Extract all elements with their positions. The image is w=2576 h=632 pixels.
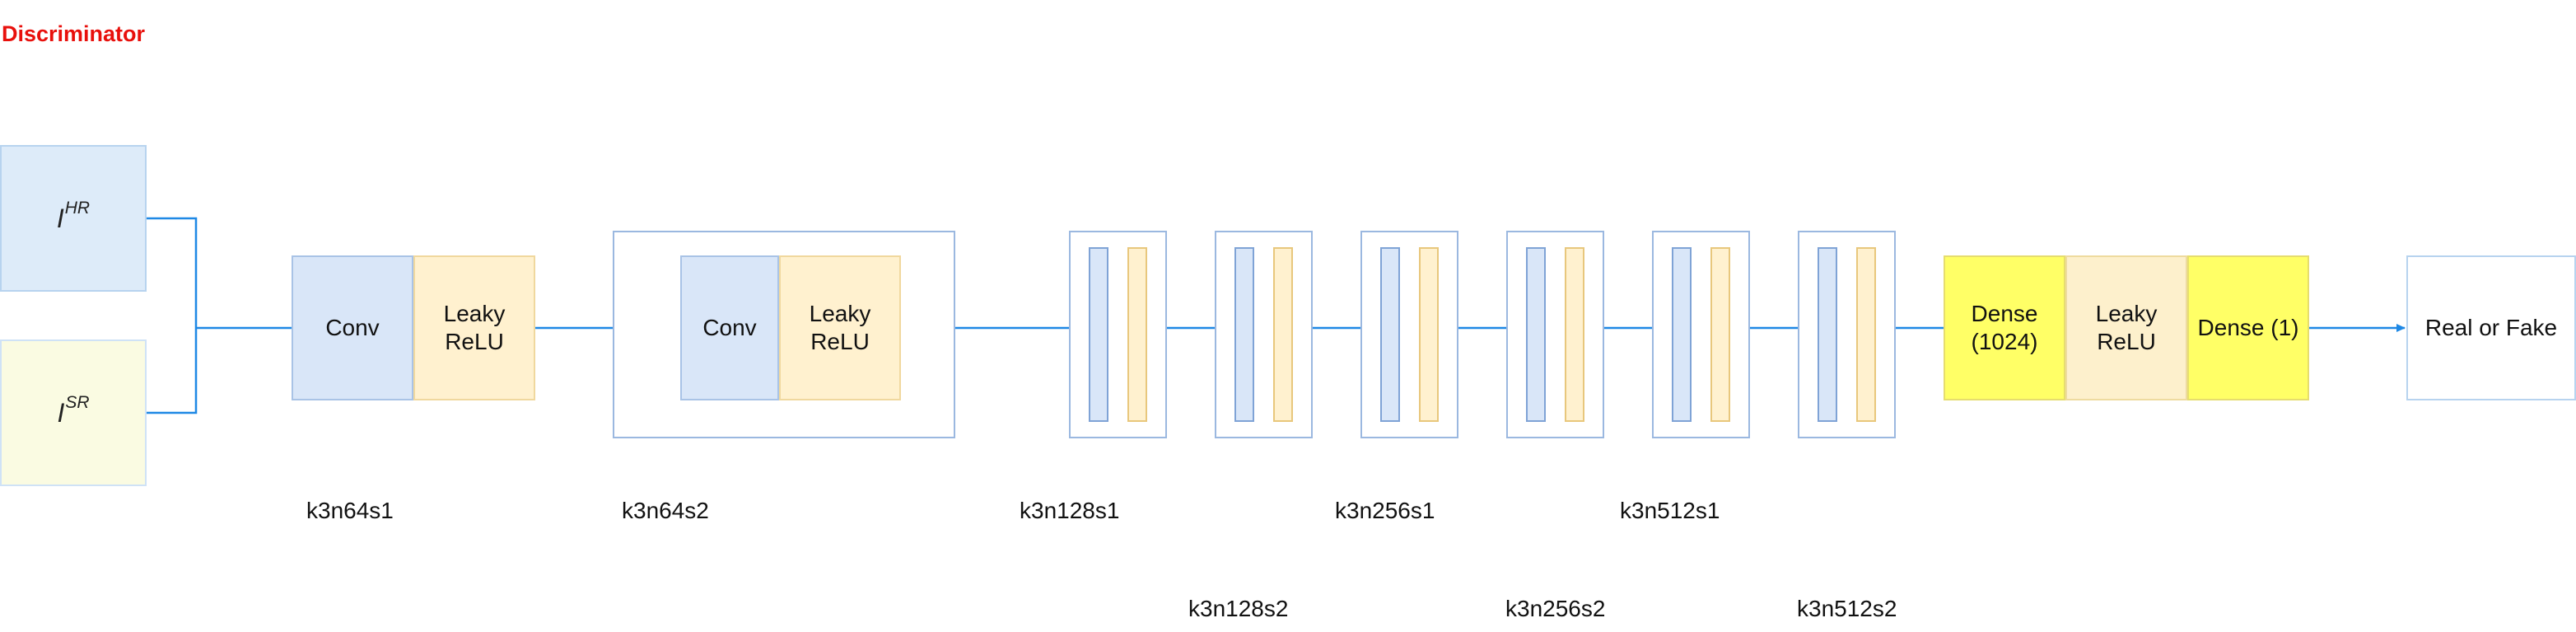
label-k3n256s1: k3n256s1 [1335,498,1435,523]
input-hr-sup: HR [64,199,91,218]
block-k3n128s1-conv-bar [1089,247,1108,422]
block-k3n256s2 [1506,231,1604,438]
block-k3n128s1 [1069,231,1167,438]
block-k3n512s2 [1798,231,1896,438]
block2-leaky-relu: Leaky ReLU [779,255,901,400]
block-k3n512s2-conv-bar [1818,247,1837,422]
diagram-title: Discriminator [2,21,146,46]
label-k3n256s2: k3n256s2 [1505,596,1606,621]
head-dense-1: Dense (1) [2187,255,2309,400]
label-k3n512s2: k3n512s2 [1797,596,1897,621]
head-leaky-relu: Leaky ReLU [2065,255,2187,400]
label-k3n64s2: k3n64s2 [622,498,709,523]
block-k3n128s2-conv-bar [1234,247,1254,422]
wire-sr-merge [147,328,198,414]
input-sr-base: I [57,397,65,428]
block-k3n512s1-conv-bar [1672,247,1692,422]
block-k3n128s2-bn-bar [1273,247,1293,422]
block-k3n128s1-bn-bar [1127,247,1147,422]
block1-leaky-relu: Leaky ReLU [413,255,535,400]
block-k3n512s1-bn-bar [1710,247,1730,422]
output-box: Real or Fake [2406,255,2576,400]
block-k3n256s2-bn-bar [1565,247,1584,422]
block-k3n128s2 [1215,231,1313,438]
input-hr-base: I [56,203,64,233]
label-k3n128s1: k3n128s1 [1020,498,1120,523]
block-k3n512s2-bn-bar [1856,247,1876,422]
head-dense-1024: Dense (1024) [1944,255,2065,400]
input-sr-sup: SR [65,393,90,412]
block-k3n256s1-conv-bar [1380,247,1400,422]
input-hr-box: I HR [0,145,147,292]
label-k3n512s1: k3n512s1 [1620,498,1720,523]
label-k3n128s2: k3n128s2 [1188,596,1289,621]
block1-conv: Conv [292,255,413,400]
block-k3n256s1-bn-bar [1419,247,1439,422]
input-sr-box: I SR [0,339,147,486]
block-k3n256s1 [1360,231,1458,438]
block2-conv: Conv [680,255,779,400]
block-k3n512s1 [1652,231,1750,438]
label-k3n64s1: k3n64s1 [306,498,394,523]
wire-hr-merge [147,217,198,328]
block-k3n256s2-conv-bar [1526,247,1546,422]
